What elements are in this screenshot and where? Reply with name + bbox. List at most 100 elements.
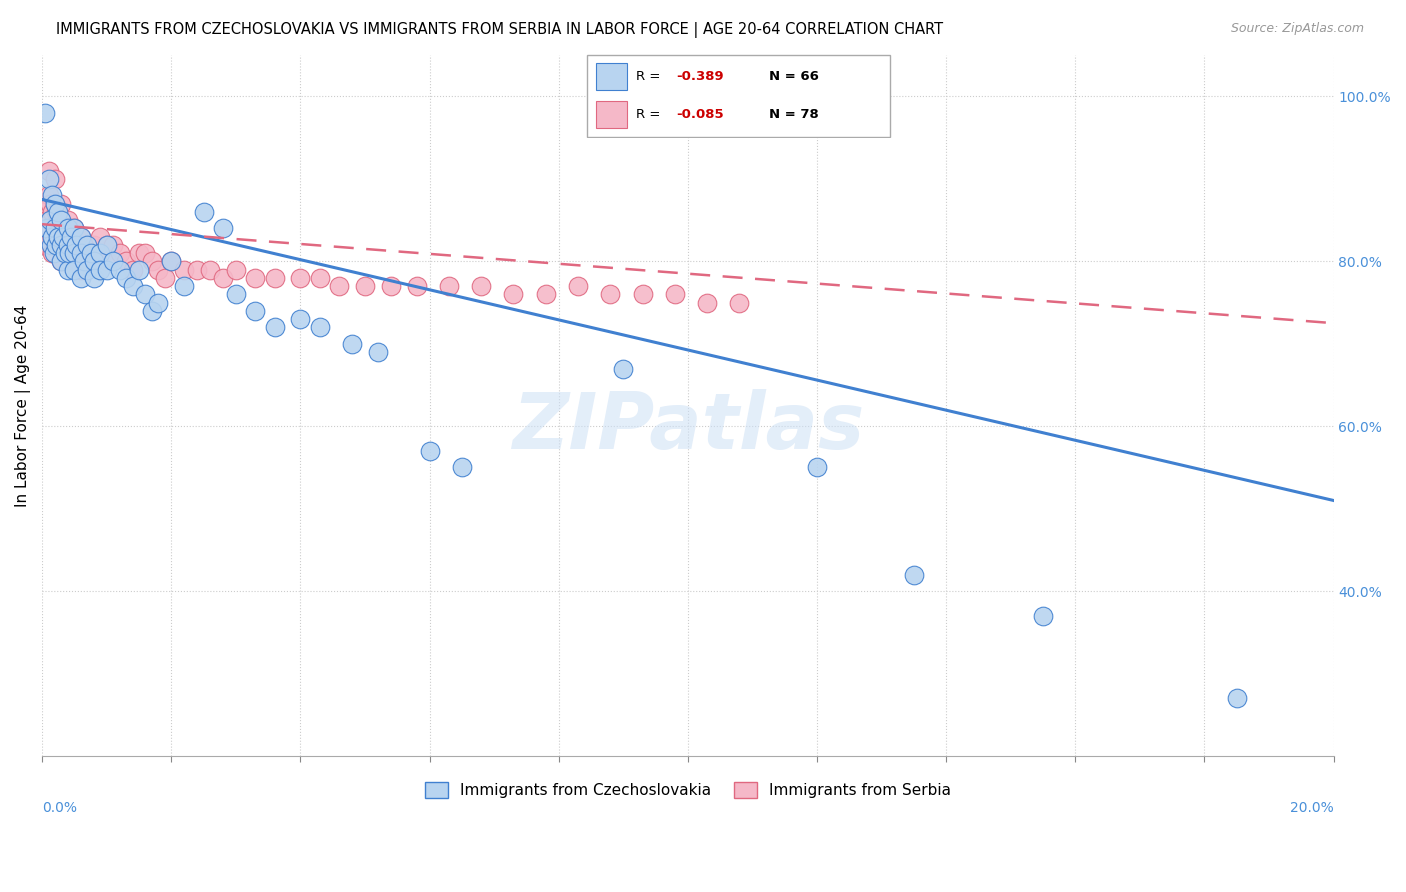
Point (76, 237, 98, 252)
Point (76, 237, 98, 252)
Point (96, 237, 118, 252)
Point (51, 237, 73, 252)
Point (63, 237, 86, 252)
Point (44, 237, 66, 252)
Point (696, 295, 718, 310)
Point (70, 262, 93, 277)
Point (38, 163, 60, 178)
Point (58, 221, 80, 235)
Point (631, 287, 654, 301)
Text: R =: R = (636, 108, 661, 121)
Point (63, 262, 86, 277)
Point (52, 229, 75, 244)
Point (225, 287, 247, 301)
Point (56, 237, 79, 252)
Point (502, 287, 524, 301)
Point (115, 270, 138, 285)
Point (354, 279, 377, 293)
Text: 20.0%: 20.0% (1289, 802, 1333, 815)
Point (44, 221, 66, 235)
Point (340, 336, 363, 351)
Point (39, 213, 62, 227)
Point (728, 295, 751, 310)
Point (173, 279, 195, 293)
Point (450, 460, 472, 475)
Point (405, 279, 427, 293)
Point (186, 262, 208, 277)
Point (96, 262, 118, 277)
Point (245, 270, 267, 285)
Point (37, 213, 59, 227)
Point (53, 237, 76, 252)
Point (599, 287, 621, 301)
Point (173, 262, 195, 277)
Point (46, 229, 69, 244)
Point (567, 279, 589, 293)
Point (38, 188, 60, 202)
Point (42, 221, 65, 235)
Point (79, 237, 101, 252)
Point (44, 196, 66, 211)
Bar (596, 101, 627, 128)
Point (41, 229, 63, 244)
Point (903, 567, 925, 582)
Point (212, 221, 235, 235)
Point (39, 237, 62, 252)
Point (76, 262, 98, 277)
Point (664, 287, 686, 301)
Point (51, 213, 73, 227)
Point (76, 246, 98, 260)
Point (44, 221, 66, 235)
Point (46, 213, 69, 227)
Point (37, 221, 59, 235)
Point (89, 246, 111, 260)
Point (73, 254, 96, 268)
Point (134, 287, 156, 301)
Point (1226, 691, 1249, 706)
Point (51, 221, 73, 235)
Point (83, 270, 105, 285)
Point (60, 237, 83, 252)
Point (70, 246, 93, 260)
Point (141, 254, 163, 268)
Point (290, 312, 312, 326)
Point (96, 237, 118, 252)
Bar (596, 62, 627, 90)
Point (65, 229, 87, 244)
Point (101, 254, 124, 268)
Point (141, 303, 163, 318)
Point (34, 106, 56, 120)
Point (41, 229, 63, 244)
Point (612, 361, 634, 376)
Point (89, 246, 111, 260)
Point (51, 237, 73, 252)
Point (148, 295, 170, 310)
Point (1032, 608, 1054, 623)
Point (89, 262, 111, 277)
Point (56, 262, 79, 277)
Point (198, 262, 221, 277)
Point (308, 270, 330, 285)
Point (83, 254, 105, 268)
Point (41, 188, 63, 202)
Point (290, 270, 312, 285)
Point (79, 246, 101, 260)
Text: N = 66: N = 66 (769, 70, 818, 83)
Text: 0.0%: 0.0% (42, 802, 77, 815)
Point (70, 270, 93, 285)
Point (308, 320, 330, 334)
Point (121, 279, 143, 293)
Text: IMMIGRANTS FROM CZECHOSLOVAKIA VS IMMIGRANTS FROM SERBIA IN LABOR FORCE | AGE 20: IMMIGRANTS FROM CZECHOSLOVAKIA VS IMMIGR… (56, 22, 943, 38)
Point (806, 460, 828, 475)
Point (38, 213, 60, 227)
Y-axis label: In Labor Force | Age 20-64: In Labor Force | Age 20-64 (15, 304, 31, 507)
Text: -0.389: -0.389 (676, 70, 724, 83)
Point (148, 262, 170, 277)
Point (108, 246, 131, 260)
Point (380, 279, 402, 293)
Point (83, 237, 105, 252)
Point (58, 246, 80, 260)
Point (134, 246, 156, 260)
Point (44, 196, 66, 211)
Point (128, 246, 150, 260)
